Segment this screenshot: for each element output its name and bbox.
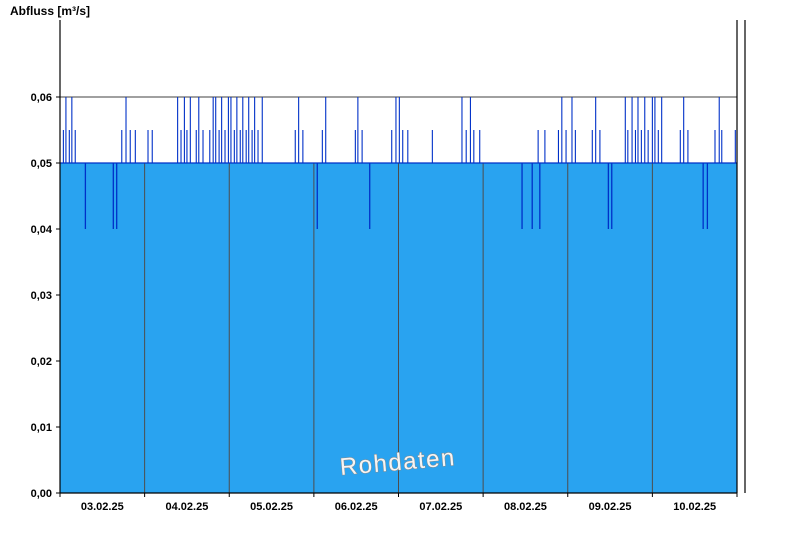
y-axis-ticks: 0,00 0,01 0,02 0,03 0,04 0,05 0,06: [31, 92, 60, 500]
svg-text:09.02.25: 09.02.25: [589, 501, 632, 513]
svg-text:06.02.25: 06.02.25: [335, 501, 378, 513]
y-axis-title: Abfluss [m³/s]: [10, 4, 91, 18]
svg-text:0,01: 0,01: [31, 422, 52, 434]
svg-text:0,05: 0,05: [31, 158, 52, 170]
svg-text:03.02.25: 03.02.25: [81, 501, 124, 513]
day-boundary-gridlines: [144, 163, 653, 493]
svg-text:0,03: 0,03: [31, 290, 52, 302]
svg-text:0,02: 0,02: [31, 356, 52, 368]
svg-text:0,04: 0,04: [31, 224, 53, 236]
svg-text:0,06: 0,06: [31, 92, 52, 104]
svg-text:10.02.25: 10.02.25: [673, 501, 716, 513]
svg-text:08.02.25: 08.02.25: [504, 501, 547, 513]
x-axis-ticks: 03.02.25 04.02.25 05.02.25 06.02.25 07.02.25…: [59, 493, 738, 513]
series-dip-lines: [84, 163, 709, 229]
svg-text:04.02.25: 04.02.25: [166, 501, 209, 513]
svg-text:05.02.25: 05.02.25: [250, 501, 293, 513]
svg-text:07.02.25: 07.02.25: [419, 501, 462, 513]
svg-text:0,00: 0,00: [31, 488, 52, 500]
series-spike-lines: [62, 97, 736, 163]
